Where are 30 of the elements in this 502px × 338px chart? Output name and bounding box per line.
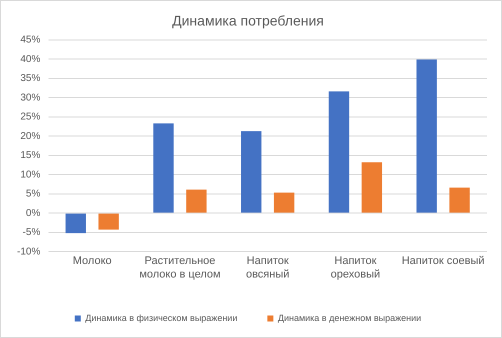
x-tick-label: Напиток ореховый xyxy=(330,255,380,280)
bar xyxy=(274,192,294,213)
y-tick-label: 40% xyxy=(20,54,40,65)
y-tick-label: 30% xyxy=(20,92,40,104)
y-tick-label: -5% xyxy=(22,227,40,238)
y-tick-label: -10% xyxy=(16,246,40,258)
y-tick-label: 20% xyxy=(20,130,40,142)
bar xyxy=(153,123,174,213)
y-tick-label: 15% xyxy=(20,150,40,162)
chart-title: Динамика потребления xyxy=(172,12,324,28)
bar xyxy=(328,91,350,213)
bar xyxy=(416,59,437,213)
x-tick-label: Растительное молоко в целом xyxy=(139,255,221,280)
bar xyxy=(449,188,470,213)
x-tick-label: Напиток овсяный xyxy=(246,255,290,280)
y-tick-label: 45% xyxy=(20,34,40,46)
y-tick-label: 25% xyxy=(20,112,40,123)
bar xyxy=(362,162,382,213)
y-tick-label: 35% xyxy=(20,73,40,84)
bar xyxy=(98,214,119,230)
y-tick-label: 5% xyxy=(26,188,40,200)
legend-label: Динамика в денежном выражении xyxy=(278,312,422,323)
bar xyxy=(186,190,207,213)
y-tick-label: 10% xyxy=(20,169,40,180)
y-tick-label: 0% xyxy=(26,208,40,219)
bar xyxy=(241,131,262,213)
x-tick-label: Молоко xyxy=(72,255,112,268)
bar xyxy=(66,214,86,234)
legend-label: Динамика в физическом выражении xyxy=(85,312,238,323)
x-tick-label: Напиток соевый xyxy=(402,255,485,268)
